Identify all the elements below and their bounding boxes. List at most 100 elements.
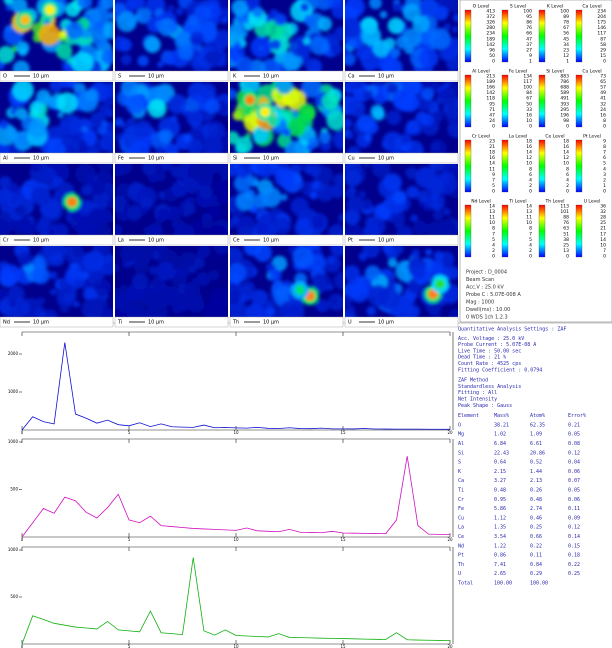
table-cell: 6.84 [494, 441, 506, 447]
table-cell: 0.26 [530, 488, 542, 494]
map-blob [394, 244, 404, 254]
level-value: 36 [600, 204, 606, 210]
map-blob [330, 43, 342, 55]
map-blob [63, 294, 72, 303]
level-value: 0 [492, 254, 495, 260]
colorbar [465, 140, 471, 192]
map-blob [29, 109, 39, 119]
map-blob [109, 216, 115, 222]
map-element: Pt [348, 238, 353, 244]
level-value: 117 [597, 31, 606, 37]
map-blob [61, 115, 82, 136]
scale-label: 10 µm [33, 320, 49, 326]
level-value: 32 [600, 209, 606, 215]
map-element: Ca [348, 74, 355, 80]
map-blob [409, 262, 426, 279]
level-value: 34 [563, 42, 569, 48]
map-blob [22, 219, 38, 235]
level-value: 16 [526, 112, 532, 118]
table-cell: 3.27 [494, 478, 506, 484]
map-blob [205, 50, 220, 65]
level-value: 73 [600, 74, 606, 80]
table-cell: 20.86 [530, 450, 545, 456]
map-blob [10, 109, 16, 115]
level-value: 11 [489, 215, 495, 221]
map-blob [329, 297, 337, 305]
map-blob [386, 110, 401, 125]
map-blob [388, 17, 405, 34]
map-blob [266, 301, 272, 307]
map-blob [156, 262, 175, 281]
map-blob [82, 298, 103, 319]
table-cell: 100.00 [494, 581, 512, 587]
level-value: 89 [563, 14, 569, 20]
map-blob [343, 265, 360, 282]
level-value: 393 [560, 101, 569, 107]
map-blob [310, 36, 329, 55]
table-cell: 0.04 [568, 460, 580, 466]
map-blob [438, 88, 458, 108]
map-blob [199, 185, 213, 199]
table-cell: 0.11 [530, 553, 542, 559]
map-blob [219, 164, 226, 171]
map-blob [83, 251, 104, 272]
report-line: Peak Shape : Gauss [458, 403, 512, 409]
scale-label: 10 µm [378, 74, 394, 80]
map-blob [221, 17, 228, 24]
element-map [225, 74, 349, 162]
level-value: 1 [566, 59, 569, 65]
level-value: 8 [603, 144, 606, 150]
level-value: 14 [600, 237, 606, 243]
map-blob [344, 170, 361, 187]
y-tick-label: 500 [10, 594, 18, 599]
level-value: 5 [529, 237, 532, 243]
map-blob [425, 249, 432, 256]
map-element: Cr [3, 238, 9, 244]
colorbar [465, 10, 471, 62]
y-tick-label: 1000 [8, 389, 19, 394]
level-value: 95 [526, 14, 532, 20]
x-tick-label: 5 [128, 430, 131, 435]
table-cell: Ca [458, 478, 464, 484]
level-value: 413 [486, 9, 495, 15]
map-blob [346, 305, 355, 314]
map-blob [157, 61, 163, 67]
level-value: 32 [600, 101, 606, 107]
map-blob [326, 110, 346, 130]
map-element: Si [233, 156, 238, 162]
scale-label: 10 µm [33, 238, 49, 244]
level-value: 4 [492, 242, 495, 248]
x-tick-label: 15 [340, 537, 346, 542]
table-cell: Th [458, 562, 464, 568]
x-tick-label: 15 [340, 644, 346, 648]
report-line: Fitting : All [458, 390, 497, 396]
report-title: Quantitative Analysis Settings : ZAF [458, 327, 566, 333]
level-value: 9 [603, 139, 606, 145]
map-blob [207, 122, 225, 140]
map-blob [397, 212, 404, 219]
project-info: Project : D_0004 [466, 270, 507, 276]
table-cell: 0.46 [530, 515, 542, 521]
scale-label: 10 µm [148, 320, 164, 326]
x-tick-label: 5 [128, 537, 131, 542]
map-blob [253, 193, 268, 208]
map-blobs [225, 156, 348, 243]
map-blob [346, 132, 354, 140]
map-blob [102, 121, 108, 127]
level-value: 4 [529, 177, 532, 183]
map-blob [167, 5, 174, 12]
map-blob [291, 197, 309, 215]
colorbar [576, 140, 582, 192]
colorbar [502, 140, 508, 192]
level-value: 189 [486, 79, 495, 85]
level-value: 213 [486, 74, 495, 80]
map-blob [310, 192, 318, 200]
map-blob [383, 173, 402, 192]
level-value: 96 [489, 47, 495, 53]
level-value: 4 [603, 166, 606, 172]
spectrum-line [22, 456, 450, 537]
level-value: 0 [492, 189, 495, 195]
level-value: 23 [563, 47, 569, 53]
map-blob [59, 31, 66, 38]
map-blob [356, 45, 370, 59]
